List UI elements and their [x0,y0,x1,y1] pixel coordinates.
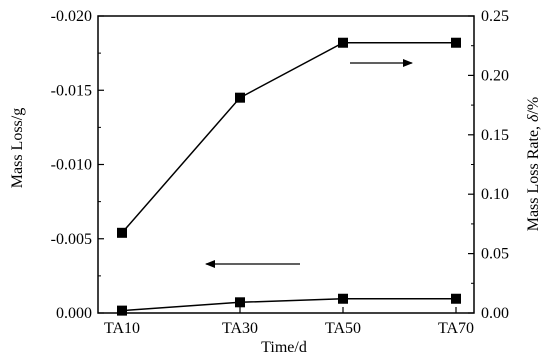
series-point-left [451,37,461,48]
left-y-tick-label: -0.005 [51,231,92,248]
series-line-right [121,297,456,312]
x-axis-title: Time/d [261,339,307,356]
right-y-tick-label: 0.25 [481,8,509,25]
left-y-tick-label: 0.000 [56,305,92,322]
series-point-right [338,293,348,304]
right-y-axis-title-prefix: Mass Loss Rate, [525,122,542,231]
series-point-right [451,293,461,304]
left-y-axis-title: Mass Loss/g [9,108,26,188]
right-y-axis-title-suffix: /% [525,97,542,115]
x-tick-label: TA10 [104,320,140,337]
right-y-tick-label: 0.10 [481,186,509,203]
series-point-left [235,92,245,103]
series-point-left [117,227,127,238]
left-y-tick-label: -0.020 [51,8,92,25]
series-layer [117,37,461,316]
annotations [205,59,413,268]
right-y-tick-label: 0.05 [481,246,509,263]
labels: Time/d Mass Loss/g Mass Loss Rate, δ/% [9,97,542,356]
series-point-left [338,37,348,48]
right-y-axis-title-symbol: δ [525,114,542,122]
x-tick-label: TA50 [325,320,361,337]
x-tick-label: TA70 [438,320,474,337]
left-y-tick-label: -0.010 [51,157,92,174]
series-point-right [117,305,127,316]
left-y-tick-label: -0.015 [51,82,92,99]
right-y-tick-label: 0.15 [481,127,509,144]
plot-frame [97,15,475,314]
series-point-right [235,297,245,308]
right-y-tick-label: 0.20 [481,67,509,84]
right-y-axis-title: Mass Loss Rate, δ/% [525,97,542,232]
x-tick-label: TA30 [222,320,258,337]
right-y-tick-label: 0.00 [481,305,509,322]
series-line-left [121,41,456,234]
axes: TA10 TA30 TA50 TA70 0.000 -0.005 -0.010 -0.015 -… [51,8,509,337]
